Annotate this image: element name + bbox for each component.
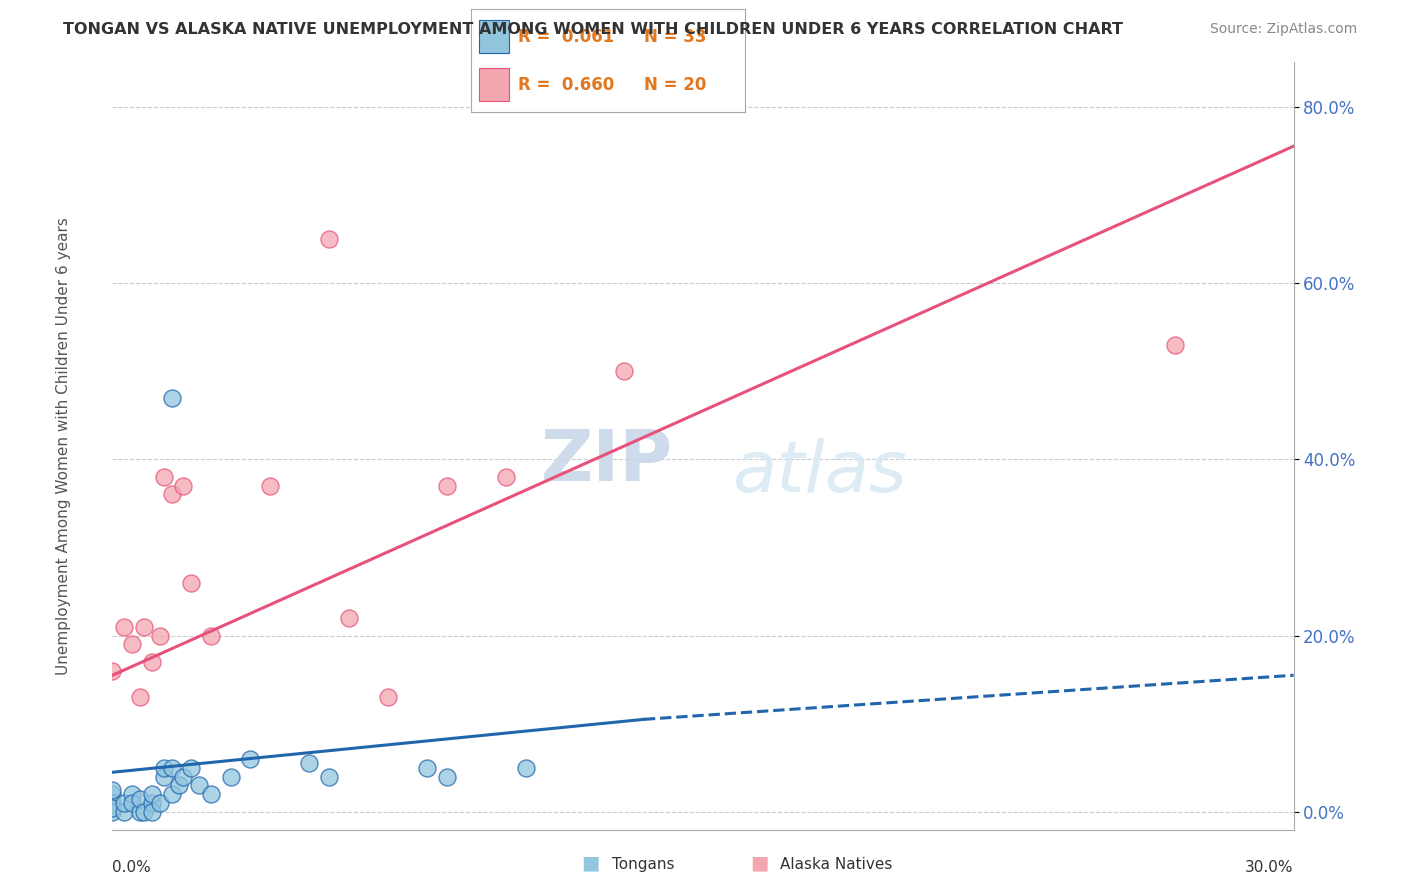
Point [180, 575, 202, 590]
Text: N = 20: N = 20 [644, 76, 706, 94]
Text: R =  0.061: R = 0.061 [517, 28, 614, 45]
Point [129, 690, 152, 705]
Point [121, 787, 143, 801]
Text: 30.0%: 30.0% [1246, 860, 1294, 875]
Point [152, 770, 174, 784]
Point [1164, 337, 1187, 351]
Point [318, 770, 340, 784]
Point [132, 805, 155, 819]
Point [112, 805, 135, 819]
Text: Alaska Natives: Alaska Natives [780, 857, 893, 872]
Point [259, 478, 281, 492]
Point [129, 805, 152, 819]
Point [436, 770, 458, 784]
Bar [479, 69, 509, 101]
Point [149, 796, 172, 810]
Text: Unemployment Among Women with Children Under 6 years: Unemployment Among Women with Children U… [56, 217, 70, 675]
Point [613, 364, 636, 378]
Point [121, 796, 143, 810]
Bar [479, 21, 509, 53]
Point [200, 629, 222, 643]
Point [129, 791, 152, 805]
Point [141, 655, 163, 669]
Point [101, 787, 124, 801]
Text: atlas: atlas [733, 438, 907, 508]
Point [172, 770, 194, 784]
Point [112, 620, 135, 634]
Point [169, 779, 191, 793]
Point [101, 805, 124, 819]
Point [188, 779, 211, 793]
Point [152, 761, 174, 775]
Point [160, 487, 183, 501]
Point [298, 756, 321, 771]
Point [219, 770, 242, 784]
Point [149, 629, 172, 643]
Point [436, 478, 458, 492]
Point [377, 690, 399, 705]
Point [160, 391, 183, 405]
Point [101, 783, 124, 797]
Point [132, 620, 155, 634]
Text: R =  0.660: R = 0.660 [517, 76, 614, 94]
Point [172, 478, 194, 492]
Point [101, 800, 124, 814]
Text: ZIP: ZIP [541, 427, 673, 496]
Point [515, 761, 537, 775]
Point [121, 637, 143, 651]
Point [112, 796, 135, 810]
Point [101, 664, 124, 678]
Text: ■: ■ [749, 854, 769, 872]
Point [141, 796, 163, 810]
Point [180, 761, 202, 775]
Point [160, 787, 183, 801]
Point [318, 232, 340, 246]
Text: Source: ZipAtlas.com: Source: ZipAtlas.com [1209, 22, 1357, 37]
Text: Tongans: Tongans [612, 857, 673, 872]
Point [200, 787, 222, 801]
Point [337, 611, 360, 625]
Text: ■: ■ [581, 854, 600, 872]
Point [152, 470, 174, 484]
Point [495, 470, 517, 484]
Text: TONGAN VS ALASKA NATIVE UNEMPLOYMENT AMONG WOMEN WITH CHILDREN UNDER 6 YEARS COR: TONGAN VS ALASKA NATIVE UNEMPLOYMENT AMO… [63, 22, 1123, 37]
Point [239, 752, 262, 766]
Text: 0.0%: 0.0% [112, 860, 152, 875]
Text: N = 33: N = 33 [644, 28, 706, 45]
Point [141, 805, 163, 819]
Point [101, 796, 124, 810]
Point [160, 761, 183, 775]
Point [141, 787, 163, 801]
Point [416, 761, 439, 775]
